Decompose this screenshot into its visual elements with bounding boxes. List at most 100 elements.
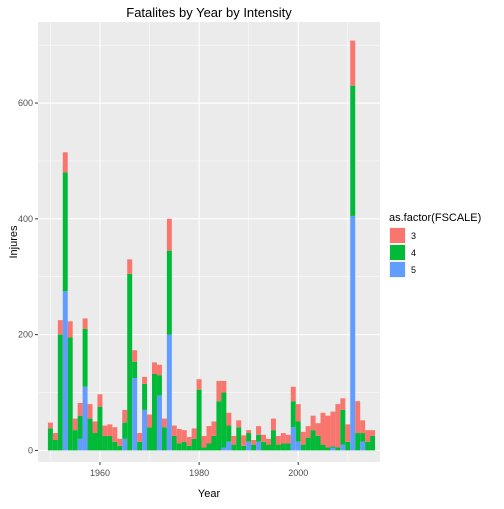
x-axis: 1960 1980 2000: [90, 462, 308, 478]
bar-segment: [360, 441, 366, 451]
bar-segment: [132, 350, 138, 362]
bar-segment: [47, 422, 53, 429]
bar-segment: [226, 425, 232, 442]
bar-segment: [127, 273, 133, 451]
bar-segment: [62, 172, 68, 292]
bar-segment: [221, 447, 227, 451]
bar-segment: [330, 446, 336, 448]
bar-segment: [270, 418, 276, 431]
bar-segment: [47, 428, 53, 451]
bar-segment: [171, 425, 177, 436]
bar-segment: [251, 444, 257, 451]
bar-segment: [315, 435, 321, 451]
bar-segment: [236, 427, 242, 451]
bars-layer: [47, 40, 376, 451]
bar-segment: [261, 434, 266, 442]
bar-segment: [246, 433, 252, 442]
bar-segment: [67, 337, 73, 451]
bar-segment: [211, 421, 217, 436]
bar-segment: [152, 362, 157, 374]
bar-segment: [320, 444, 326, 451]
legend-label: 4: [411, 248, 416, 258]
bar-segment: [176, 429, 182, 444]
bar-segment: [330, 447, 336, 451]
legend-swatch: [390, 262, 405, 277]
bar-segment: [315, 423, 321, 436]
y-tick-label: 400: [18, 214, 33, 224]
bar-segment: [290, 427, 296, 451]
bar-segment: [285, 434, 291, 444]
bar-segment: [142, 383, 148, 410]
bar-segment: [325, 415, 331, 448]
bar-segment: [122, 409, 128, 423]
bar-segment: [221, 380, 227, 393]
bar-segment: [261, 441, 266, 451]
bar-segment: [62, 152, 68, 173]
bar-segment: [370, 435, 376, 451]
legend-swatch: [390, 245, 405, 260]
bar-segment: [161, 427, 167, 451]
bar-segment: [82, 386, 88, 451]
bar-segment: [211, 435, 217, 451]
bar-segment: [355, 401, 361, 434]
bar-segment: [340, 444, 346, 451]
bar-segment: [166, 334, 172, 451]
bar-segment: [186, 445, 192, 451]
plot-background: [38, 22, 380, 462]
bar-segment: [191, 438, 197, 451]
bar-segment: [256, 441, 262, 451]
bar-segment: [196, 379, 202, 390]
bar-segment: [305, 426, 311, 438]
bar-segment: [370, 430, 376, 436]
bar-segment: [330, 411, 336, 447]
bar-segment: [117, 438, 123, 446]
bar-segment: [226, 412, 232, 426]
bar-segment: [171, 435, 177, 451]
bar-segment: [241, 445, 247, 451]
bar-segment: [350, 85, 356, 216]
bar-segment: [122, 438, 128, 451]
bar-segment: [186, 437, 192, 446]
bar-segment: [92, 433, 98, 451]
bar-segment: [310, 415, 316, 431]
bar-segment: [320, 412, 326, 445]
bar-segment: [166, 218, 172, 251]
bar-segment: [161, 418, 167, 428]
bar-segment: [147, 414, 152, 428]
bar-segment: [201, 447, 207, 451]
bar-segment: [67, 321, 73, 338]
y-tick-label: 200: [18, 330, 33, 340]
bar-segment: [290, 401, 296, 428]
bar-segment: [92, 421, 98, 434]
bar-segment: [52, 433, 58, 440]
bar-segment: [122, 422, 128, 439]
bar-segment: [156, 395, 162, 451]
bar-segment: [350, 215, 356, 451]
bar-segment: [206, 443, 212, 451]
bar-segment: [156, 375, 162, 396]
bar-segment: [340, 398, 346, 410]
bar-segment: [365, 430, 371, 442]
legend: as.factor(FSCALE) 3 4 5: [389, 212, 481, 278]
bar-segment: [62, 291, 68, 451]
bar-segment: [132, 378, 138, 451]
chart-title: Fatalites by Year by Intensity: [126, 5, 292, 20]
bar-segment: [196, 389, 202, 451]
bar-segment: [295, 421, 301, 442]
bar-segment: [156, 364, 162, 376]
bar-segment: [345, 441, 351, 451]
bar-segment: [335, 404, 341, 448]
bar-segment: [360, 433, 366, 442]
bar-segment: [256, 434, 262, 442]
bar-segment: [310, 430, 316, 451]
bar-segment: [221, 392, 227, 448]
bar-segment: [166, 250, 172, 335]
bar-segment: [87, 418, 93, 451]
bar-segment: [137, 433, 143, 442]
x-axis-label: Year: [198, 488, 221, 500]
y-tick-label: 0: [28, 445, 33, 455]
bar-segment: [107, 424, 113, 436]
bar-segment: [142, 409, 148, 451]
bar-segment: [181, 430, 187, 442]
